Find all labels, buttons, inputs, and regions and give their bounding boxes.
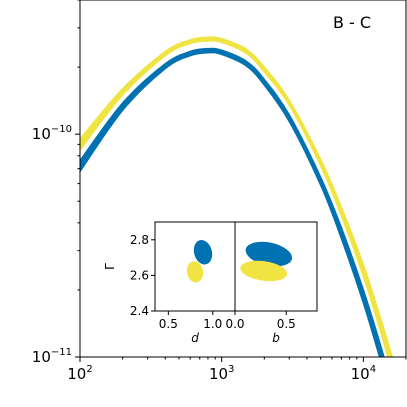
y-tick-label-0: 10−11 [32, 347, 72, 366]
inset-x-tick-label: 0.0 [225, 317, 244, 331]
inset-ellipse-0-1 [186, 261, 204, 283]
y-tick-label-1: 10−10 [32, 124, 72, 143]
x-tick-label-2: 104 [351, 364, 376, 383]
inset-ellipse-0-0 [193, 240, 213, 265]
main-axis-ticks: 102 103 104 10−11 10−10 [32, 0, 407, 383]
inset-x-tick-label: 0.5 [277, 317, 296, 331]
inset-panel-1: 0.0 0.5b [225, 221, 318, 345]
inset-xlabel-1: b [272, 331, 280, 345]
series-band-0 [80, 36, 394, 357]
inset-ylabel: Γ [103, 263, 117, 270]
plot-frame [79, 0, 407, 358]
inset-y-tick-label: 2.8 [130, 233, 149, 247]
inset-x-tick-label: 0.5 [159, 317, 178, 331]
chart-annotation: B - C [333, 13, 371, 32]
inset-ellipse-1-0 [245, 241, 293, 267]
main-series-layer [80, 36, 394, 357]
inset-xlabel-0: d [191, 331, 199, 345]
inset-frame-1 [234, 221, 318, 312]
inset-y-tick-label: 2.4 [130, 304, 149, 318]
inset-x-tick-label: 1.0 [203, 317, 222, 331]
inset-ellipse-1-1 [240, 260, 288, 282]
inset-plot: 0.5 1.0d0.0 0.5b2.42.62.8Γ [103, 221, 318, 345]
series-band-1 [80, 47, 385, 357]
x-tick-label-1: 103 [209, 364, 234, 383]
inset-panel-0: 0.5 1.0 d [154, 221, 236, 345]
inset-y-tick-label: 2.6 [130, 268, 149, 282]
x-tick-label-0: 102 [67, 364, 92, 383]
